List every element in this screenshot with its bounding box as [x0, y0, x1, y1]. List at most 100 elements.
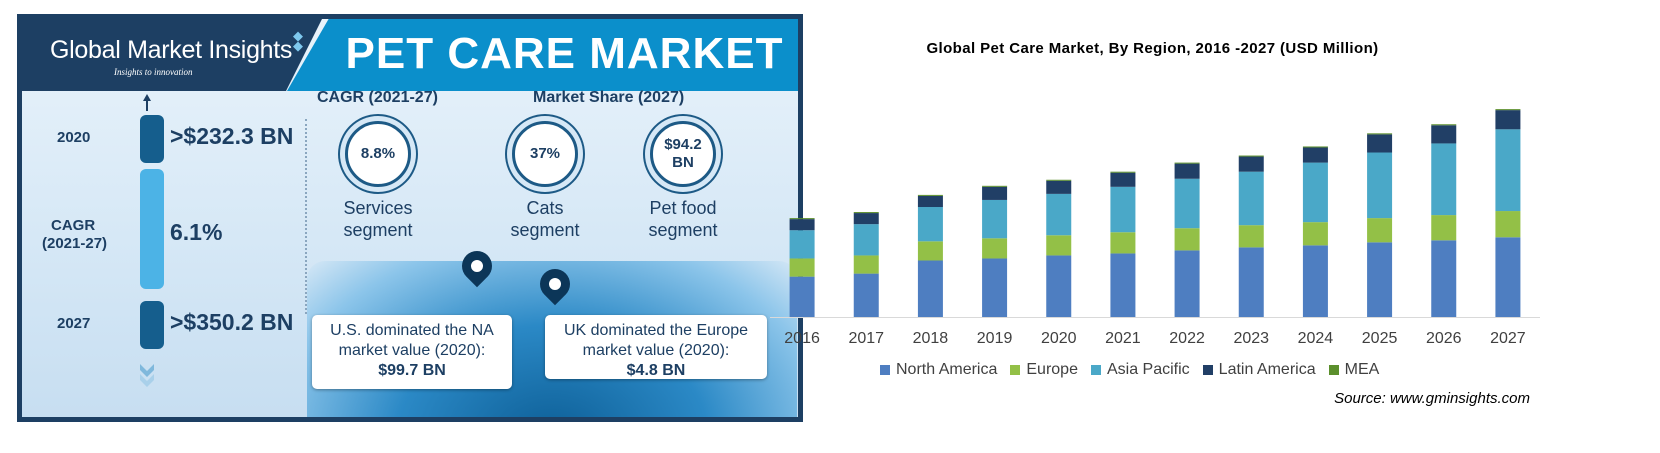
services-label-2: segment	[343, 220, 413, 240]
logo-band	[22, 19, 322, 91]
bar-2018-mea	[917, 194, 943, 196]
timeline-value-end: >$350.2 BN	[170, 309, 294, 335]
bar-2018-europe	[917, 241, 943, 261]
bar-2022-asia-pacific	[1174, 178, 1200, 229]
bar-2017-north-america	[853, 273, 879, 317]
chevron-down-icon	[140, 364, 154, 377]
cats-label-1: Cats	[526, 198, 564, 218]
bar-2016-latin-america	[789, 219, 815, 231]
services-cagr-value: 8.8%	[360, 145, 396, 162]
bar-2020-latin-america	[1046, 180, 1072, 194]
chart-title: Global Pet Care Market, By Region, 2016 …	[926, 40, 1379, 57]
legend-asia-pacific: Asia Pacific	[1090, 361, 1190, 379]
bar-2018-latin-america	[917, 195, 943, 208]
x-tick-label: 2024	[1298, 330, 1334, 347]
bar-2021-north-america	[1110, 253, 1136, 317]
cagr-section-title: CAGR (2021-27)	[317, 89, 438, 106]
bar-2018-north-america	[917, 260, 943, 317]
uk-callout: UK dominated the Europe market value (20…	[545, 315, 767, 379]
legend-label: Europe	[1026, 361, 1078, 378]
pet-care-infographic: Global Market Insights Insights to innov…	[17, 14, 803, 422]
bar-2021-europe	[1110, 232, 1136, 254]
share-section-title: Market Share (2027)	[533, 89, 685, 106]
legend-europe: Europe	[1010, 361, 1078, 379]
timeline-cagr-label-2: (2021-27)	[42, 235, 108, 252]
bar-2024-mea	[1302, 146, 1328, 148]
bar-2023-europe	[1238, 225, 1264, 248]
bar-2024-latin-america	[1302, 147, 1328, 163]
legend-label: North America	[896, 361, 998, 378]
x-tick-label: 2026	[1426, 330, 1462, 347]
bar-2027-north-america	[1495, 237, 1521, 317]
bar-2023-latin-america	[1238, 156, 1264, 172]
x-tick-label: 2019	[977, 330, 1013, 347]
services-cagr-circle: 8.8%	[345, 121, 411, 187]
uk-callout-line1: UK dominated the Europe	[563, 322, 749, 339]
bar-2027-mea	[1495, 109, 1521, 111]
uk-callout-value: $4.8 BN	[626, 362, 686, 379]
pet-food-share-circle: $94.2 BN	[650, 121, 716, 187]
uk-callout-line2: market value (2020):	[582, 342, 730, 359]
services-label-1: Services	[343, 198, 413, 218]
timeline-cagr-value: 6.1%	[170, 219, 223, 245]
timeline-year-end: 2027	[57, 315, 91, 332]
bar-2026-asia-pacific	[1431, 143, 1457, 216]
bar-2017-europe	[853, 255, 879, 274]
bar-2021-mea	[1110, 171, 1136, 173]
us-callout: U.S. dominated the NA market value (2020…	[312, 315, 512, 389]
bar-2021-latin-america	[1110, 172, 1136, 187]
legend-label: Asia Pacific	[1106, 361, 1190, 378]
bar-2025-latin-america	[1367, 134, 1393, 153]
bar-2019-mea	[982, 185, 1008, 187]
x-tick-label: 2027	[1490, 330, 1526, 347]
bar-2022-north-america	[1174, 250, 1200, 317]
timeline-segment-2020	[140, 115, 164, 163]
bar-2016-mea	[789, 218, 815, 220]
timeline-segment-cagr	[140, 169, 164, 289]
bar-2016-asia-pacific	[789, 230, 815, 259]
timeline-segment-2027	[140, 301, 164, 349]
pet-food-label-1: Pet food	[649, 198, 717, 218]
bar-2018-asia-pacific	[917, 207, 943, 242]
cats-share-value: 37%	[529, 145, 561, 162]
pet-food-segment-label: Pet food segment	[613, 197, 753, 241]
x-tick-label: 2022	[1169, 330, 1205, 347]
bar-2027-latin-america	[1495, 110, 1521, 130]
legend-swatch	[1202, 365, 1213, 375]
us-callout-line1: U.S. dominated the NA	[330, 322, 494, 339]
bar-2024-north-america	[1302, 245, 1328, 317]
bar-2023-north-america	[1238, 247, 1264, 317]
bar-2020-asia-pacific	[1046, 193, 1072, 236]
timeline-cagr-label-1: CAGR	[51, 217, 96, 234]
x-tick-label: 2023	[1233, 330, 1269, 347]
us-callout-line2: market value (2020):	[338, 342, 486, 359]
bar-2019-latin-america	[982, 186, 1008, 200]
divider	[305, 119, 307, 314]
legend-north-america: North America	[880, 361, 997, 379]
logo-diamond-icon: ◆ ◆	[293, 28, 303, 53]
bar-2017-mea	[853, 212, 879, 214]
bar-2025-north-america	[1367, 242, 1393, 317]
logo-name: Global Market Insights	[50, 36, 293, 64]
x-tick-label: 2016	[784, 330, 820, 347]
legend-swatch	[1328, 365, 1339, 375]
bar-2023-asia-pacific	[1238, 171, 1264, 226]
bar-2026-north-america	[1431, 240, 1457, 317]
stacked-bar-chart: 2016 2017 2018 2019 2020 2021 2022 2023 2024 2025…	[770, 109, 1540, 347]
cats-label-2: segment	[510, 220, 580, 240]
bar-2016-europe	[789, 258, 815, 277]
bar-2027-asia-pacific	[1495, 129, 1521, 212]
chart-legend: North America Europe Asia Pacific Latin …	[880, 361, 1392, 379]
bar-2025-mea	[1367, 133, 1393, 135]
chevron-down-icon-2	[140, 374, 154, 387]
bar-2022-latin-america	[1174, 163, 1200, 179]
timeline-year-start: 2020	[57, 129, 91, 146]
bar-2025-asia-pacific	[1367, 152, 1393, 219]
bar-2019-europe	[982, 238, 1008, 259]
us-callout-value: $99.7 BN	[378, 362, 446, 379]
pet-food-value-2: BN	[672, 154, 694, 171]
bar-2020-mea	[1046, 179, 1072, 181]
bar-2024-asia-pacific	[1302, 162, 1328, 223]
timeline-value-start: >$232.3 BN	[170, 123, 294, 149]
arrow-up-icon	[143, 94, 151, 101]
